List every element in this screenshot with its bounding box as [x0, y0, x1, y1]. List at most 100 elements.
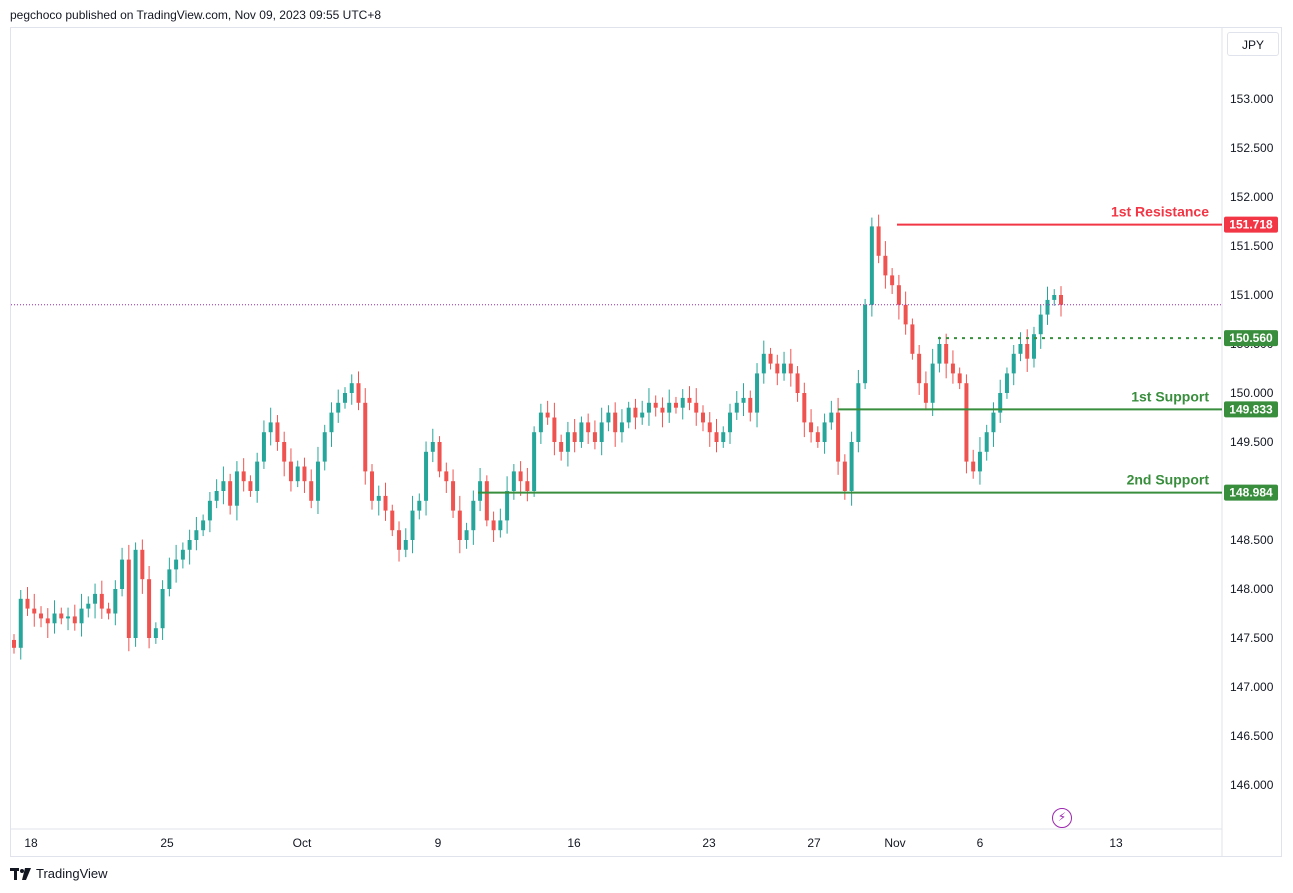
candle [315, 446, 320, 515]
candle [923, 371, 928, 411]
y-axis: 153.000 152.500 152.000 151.500 151.000 150.5… [1230, 92, 1274, 792]
candle [457, 495, 462, 554]
candle [79, 593, 84, 637]
candle [1052, 289, 1057, 306]
candle [322, 424, 327, 471]
candle [957, 367, 962, 390]
candle [268, 407, 273, 446]
candle [984, 424, 989, 461]
candle [559, 434, 564, 461]
candle [153, 622, 158, 644]
candle [214, 479, 219, 509]
y-tick-label: 152.500 [1230, 141, 1274, 155]
candle [653, 395, 658, 417]
level-price-tag: 151.718 [1229, 218, 1273, 232]
candle [255, 452, 260, 503]
candle [619, 409, 624, 443]
candle [397, 521, 402, 562]
candle [147, 565, 152, 649]
x-tick-label: 9 [435, 836, 442, 850]
candle [72, 604, 77, 631]
candle [133, 542, 138, 647]
tradingview-logo-icon [10, 867, 31, 880]
candle [592, 420, 597, 450]
x-tick-label: Nov [884, 836, 905, 850]
candle [309, 469, 314, 509]
level-price-tag: 149.833 [1229, 402, 1273, 416]
candle [221, 466, 226, 505]
candle [498, 508, 503, 538]
x-tick-label: 23 [702, 836, 716, 850]
candle [748, 390, 753, 422]
candle [687, 386, 692, 411]
candle [113, 580, 118, 626]
candle [120, 547, 125, 597]
candle [910, 318, 915, 360]
candle [944, 333, 949, 379]
candle [532, 426, 537, 497]
candle [673, 396, 678, 414]
candle [261, 420, 266, 469]
y-tick-label: 152.000 [1230, 190, 1274, 204]
candle [599, 407, 604, 456]
x-tick-label: 6 [977, 836, 984, 850]
candle [370, 464, 375, 510]
candle [451, 469, 456, 518]
candle [376, 485, 381, 516]
candle [545, 400, 550, 425]
candle [917, 344, 922, 395]
footer: TradingView [10, 866, 108, 881]
candle [579, 416, 584, 448]
candle [606, 405, 611, 432]
candle [390, 504, 395, 537]
candle [282, 431, 287, 477]
candle [586, 413, 591, 444]
x-tick-label: 16 [567, 836, 581, 850]
candle [761, 340, 766, 384]
y-tick-label: 151.000 [1230, 288, 1274, 302]
candle [646, 388, 651, 426]
publish-info: pegchoco published on TradingView.com, N… [10, 8, 382, 22]
candle [1004, 367, 1009, 399]
candle [478, 467, 483, 512]
currency-button[interactable]: JPY [1227, 32, 1279, 56]
y-tick-label: 147.000 [1230, 680, 1274, 694]
candle [971, 449, 976, 479]
level-line[interactable]: 1st Support 149.833 [838, 388, 1278, 418]
candle [714, 418, 719, 453]
candle [552, 402, 557, 456]
candle [505, 476, 510, 534]
candle [93, 583, 98, 619]
candle [883, 241, 888, 289]
candle [383, 482, 388, 521]
candle [1045, 286, 1050, 325]
candle [741, 383, 746, 417]
footer-brand: TradingView [36, 866, 108, 881]
candle [694, 388, 699, 426]
y-tick-label: 151.500 [1230, 239, 1274, 253]
level-line[interactable]: 2nd Support 148.984 [478, 472, 1278, 501]
level-label: 1st Support [1131, 388, 1209, 404]
candle [1018, 332, 1023, 362]
candle [86, 596, 91, 618]
flash-icon[interactable]: ⚡ [1052, 808, 1072, 828]
candle [410, 495, 415, 554]
candle [464, 522, 469, 549]
candle [829, 400, 834, 430]
candle [180, 542, 185, 569]
chart-frame [10, 27, 1282, 857]
x-tick-label: Oct [293, 836, 312, 850]
candle [25, 587, 30, 616]
level-line[interactable]: 150.560 [938, 330, 1278, 347]
candle [937, 336, 942, 373]
level-line[interactable]: 1st Resistance 151.718 [897, 204, 1278, 233]
candle [59, 607, 64, 625]
candle [849, 431, 854, 506]
candle [336, 389, 341, 423]
candle [126, 544, 131, 652]
candle [977, 437, 982, 485]
candle [52, 600, 57, 634]
candle [876, 214, 881, 264]
